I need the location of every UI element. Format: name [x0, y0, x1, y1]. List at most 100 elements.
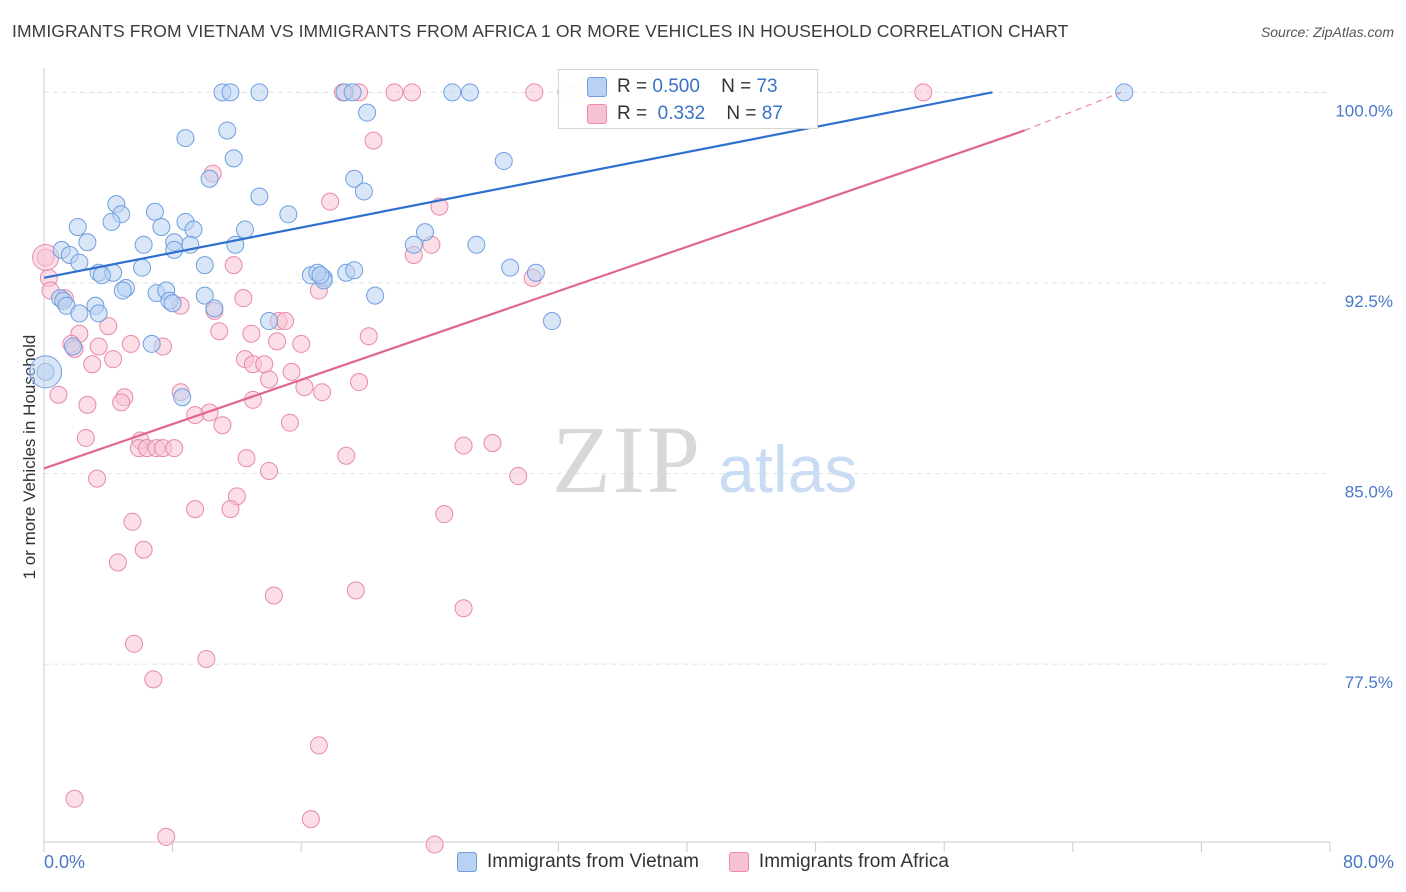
chart-title: IMMIGRANTS FROM VIETNAM VS IMMIGRANTS FR…	[12, 21, 1069, 41]
africa-point	[264, 586, 283, 605]
africa-point	[255, 355, 274, 374]
vietnam-point	[235, 220, 254, 239]
vietnam-point	[224, 149, 243, 168]
africa-point	[321, 192, 340, 211]
africa-point	[144, 670, 163, 689]
vietnam-point	[311, 266, 330, 285]
vietnam-point	[145, 202, 164, 221]
vietnam-point	[195, 286, 214, 305]
vietnam-point	[63, 337, 82, 356]
africa-point	[454, 436, 473, 455]
chart-source: Source: ZipAtlas.com	[1260, 24, 1394, 40]
stats-vietnam-row: R = 0.500 N = 73	[617, 74, 778, 100]
stats-vietnam-n-value: 73	[756, 76, 778, 97]
africa-point	[49, 385, 68, 404]
grid-lines	[44, 91, 1330, 665]
vietnam-point	[184, 220, 203, 239]
africa-trend-line	[43, 129, 1025, 470]
africa-point	[346, 581, 365, 600]
africa-point	[83, 355, 102, 374]
vietnam-point	[542, 312, 561, 331]
vietnam-point	[250, 83, 269, 102]
vietnam-point	[460, 83, 479, 102]
vietnam-point	[205, 299, 224, 318]
vietnam-point	[102, 212, 121, 231]
watermark-zip: ZIP	[552, 406, 702, 513]
vietnam-point	[415, 223, 434, 242]
africa-point	[134, 540, 153, 559]
africa-point	[165, 439, 184, 458]
stats-vietnam-swatch	[587, 77, 607, 97]
watermark: ZIP atlas	[552, 406, 857, 513]
africa-point	[483, 434, 502, 453]
legend-vietnam-label: Immigrants from Vietnam	[487, 851, 699, 872]
vietnam-point	[176, 129, 195, 148]
stats-vietnam-n-label: N =	[721, 76, 752, 97]
africa-point	[313, 383, 332, 402]
x-tick-min: 0.0%	[44, 852, 86, 872]
vietnam-point	[345, 169, 364, 188]
trend-lines	[43, 91, 1122, 470]
vietnam-point	[343, 83, 362, 102]
vietnam-point	[221, 83, 240, 102]
legend-vietnam-swatch	[457, 852, 478, 872]
africa-point	[123, 512, 142, 531]
vietnam-point	[133, 258, 152, 277]
vietnam-point	[250, 187, 269, 206]
stats-africa-n-label: N =	[726, 103, 757, 124]
africa-point	[234, 289, 253, 308]
vietnam-point	[70, 253, 89, 272]
vietnam-point	[89, 304, 108, 323]
africa-point	[282, 362, 301, 381]
africa-point	[260, 461, 279, 480]
x-tick-max: 80.0%	[1342, 852, 1394, 872]
africa-point	[385, 83, 404, 102]
vietnam-point	[358, 103, 377, 122]
africa-point	[292, 334, 311, 353]
africa-point	[213, 416, 232, 435]
vietnam-point	[404, 235, 423, 254]
vietnam-point	[260, 312, 279, 331]
africa-point	[280, 413, 299, 432]
y-tick-label: 85.0%	[1345, 483, 1393, 502]
vietnam-point-large	[29, 355, 63, 389]
africa-point	[224, 256, 243, 275]
vietnam-point	[494, 151, 513, 170]
vietnam-trend-line	[43, 91, 993, 279]
africa-point	[509, 467, 528, 486]
africa-point	[65, 789, 84, 808]
africa-point	[76, 428, 95, 447]
vietnam-point	[1115, 83, 1134, 102]
legend-africa-swatch	[728, 852, 749, 872]
legend: Immigrants from Vietnam Immigrants from …	[0, 851, 1406, 873]
africa-point	[99, 317, 118, 336]
vietnam-point	[152, 218, 171, 237]
legend-item-vietnam[interactable]: Immigrants from Vietnam	[457, 851, 699, 873]
vietnam-point	[354, 182, 373, 201]
africa-point	[157, 827, 176, 846]
africa-point	[268, 332, 287, 351]
legend-africa-label: Immigrants from Africa	[758, 851, 949, 872]
vietnam-point	[68, 218, 87, 237]
africa-point	[276, 312, 295, 331]
stats-box: R = 0.500 N = 73 R = 0.332 N = 87	[558, 69, 818, 129]
africa-point	[435, 505, 454, 524]
y-tick-label: 100.0%	[1335, 101, 1393, 120]
stats-africa-r-value: 0.332	[657, 103, 706, 124]
legend-item-africa[interactable]: Immigrants from Africa	[728, 851, 949, 873]
vietnam-points	[29, 83, 1134, 407]
vietnam-point	[345, 261, 364, 280]
y-tick-label: 92.5%	[1345, 292, 1393, 311]
vietnam-point	[70, 304, 89, 323]
africa-point	[454, 599, 473, 618]
vietnam-point	[526, 263, 545, 282]
africa-point	[221, 500, 240, 519]
vietnam-point	[163, 294, 182, 313]
africa-point	[337, 446, 356, 465]
africa-point	[350, 373, 369, 392]
africa-point	[301, 810, 320, 829]
vietnam-point	[173, 388, 192, 407]
africa-point	[78, 395, 97, 414]
africa-point	[186, 500, 205, 519]
